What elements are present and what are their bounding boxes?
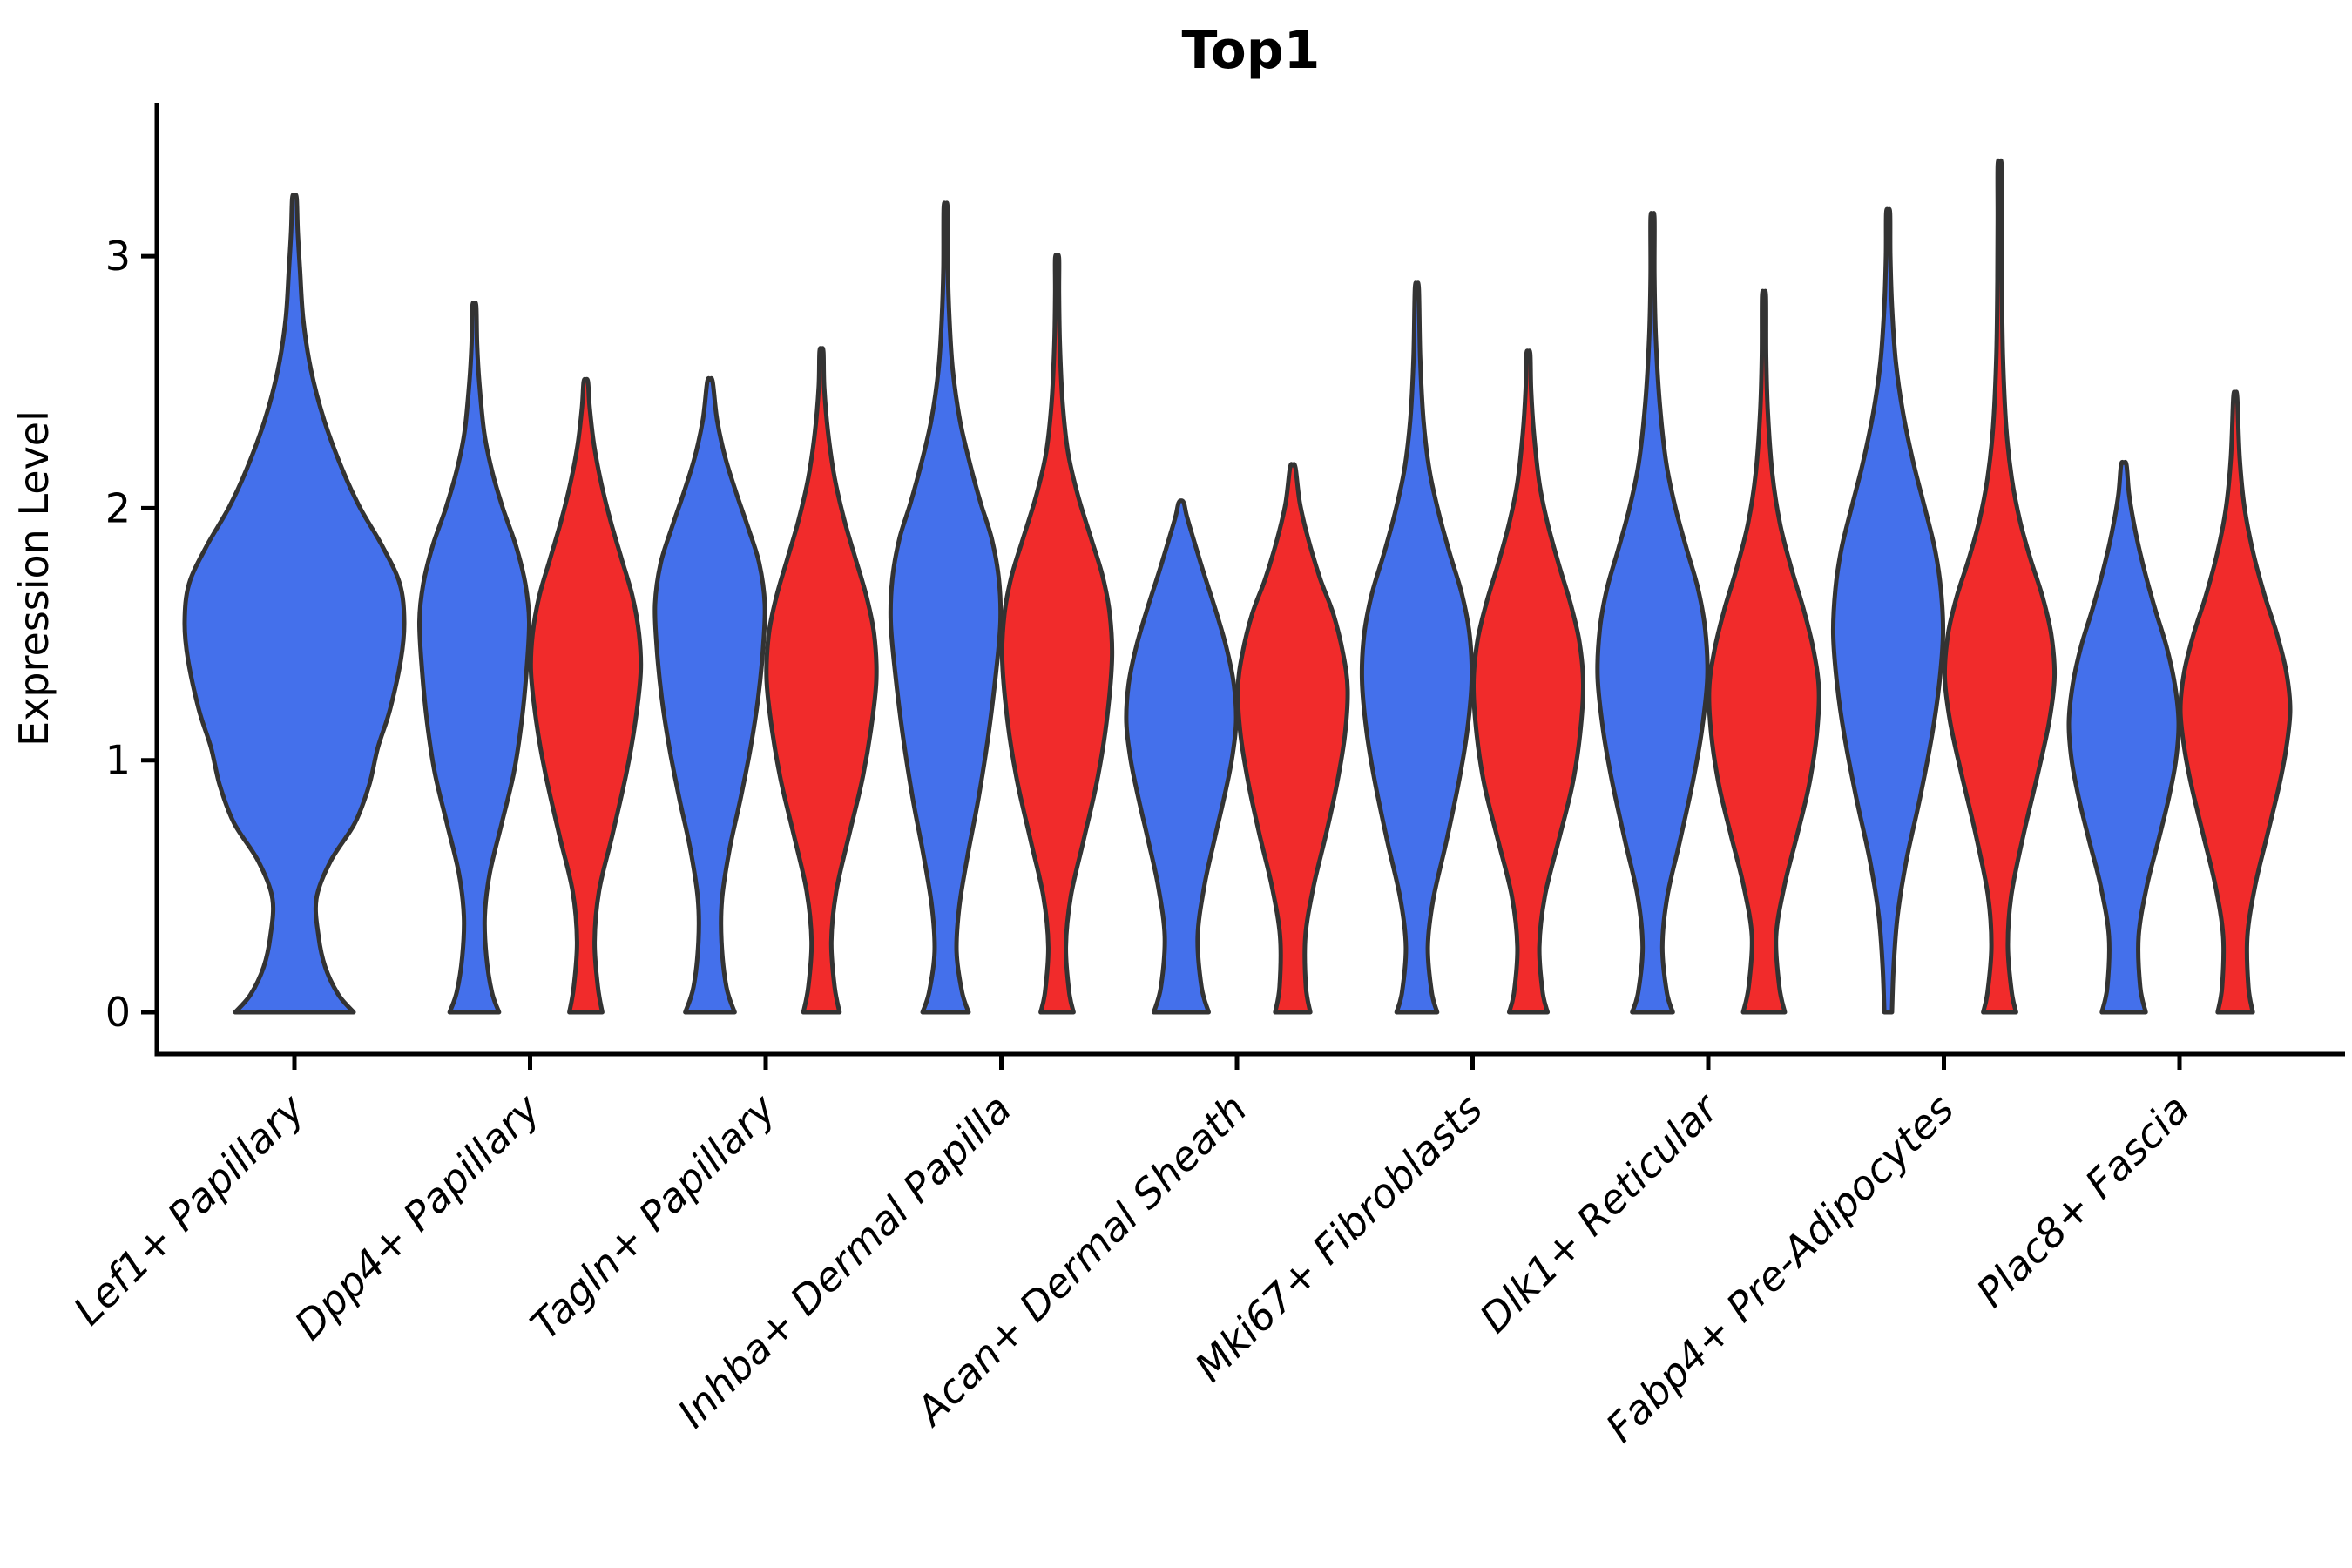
- violin-red-inhba: [999, 253, 1115, 1015]
- violin-blue-dpp4: [416, 301, 532, 1015]
- violin-red-dpp4: [528, 376, 644, 1015]
- y-tick-label: 3: [105, 233, 131, 280]
- violin-blue-mki67: [1359, 280, 1475, 1015]
- y-tick-label: 1: [105, 737, 131, 784]
- violin-blue-dlk1: [1595, 211, 1710, 1015]
- violin-red-mki67: [1470, 348, 1586, 1015]
- violin-blue-inhba: [888, 200, 1004, 1015]
- y-axis-label: Expression Level: [10, 410, 57, 747]
- chart-title: Top1: [1182, 20, 1321, 81]
- y-axis-ticks: 0 1 2 3: [105, 233, 157, 1036]
- axis-spines: [154, 103, 2345, 1057]
- violin-shapes: [182, 158, 2293, 1015]
- violin-red-dlk1: [1707, 288, 1821, 1015]
- violin-red-tagln: [764, 346, 879, 1015]
- violin-blue-fabp4: [1830, 206, 1946, 1015]
- violin-blue-lef1: [182, 193, 407, 1015]
- x-tick-label: Dlk1+ Reticular: [1470, 1083, 1729, 1342]
- x-tick-label: Tagln+ Papillary: [521, 1085, 785, 1348]
- y-tick-label: 2: [105, 484, 131, 531]
- violin-blue-tagln: [652, 375, 767, 1015]
- x-tick-label: Plac8+ Fascia: [1967, 1085, 2198, 1316]
- violin-blue-acan: [1124, 498, 1239, 1015]
- violin-red-fabp4: [1942, 158, 2058, 1015]
- y-tick-label: 0: [105, 989, 131, 1036]
- violin-red-plac8: [2178, 389, 2293, 1015]
- violin-red-acan: [1235, 462, 1350, 1015]
- violin-blue-plac8: [2066, 459, 2181, 1015]
- x-tick-label: Lef1+ Papillary: [64, 1085, 314, 1334]
- x-tick-label: Dpp4+ Papillary: [286, 1085, 550, 1348]
